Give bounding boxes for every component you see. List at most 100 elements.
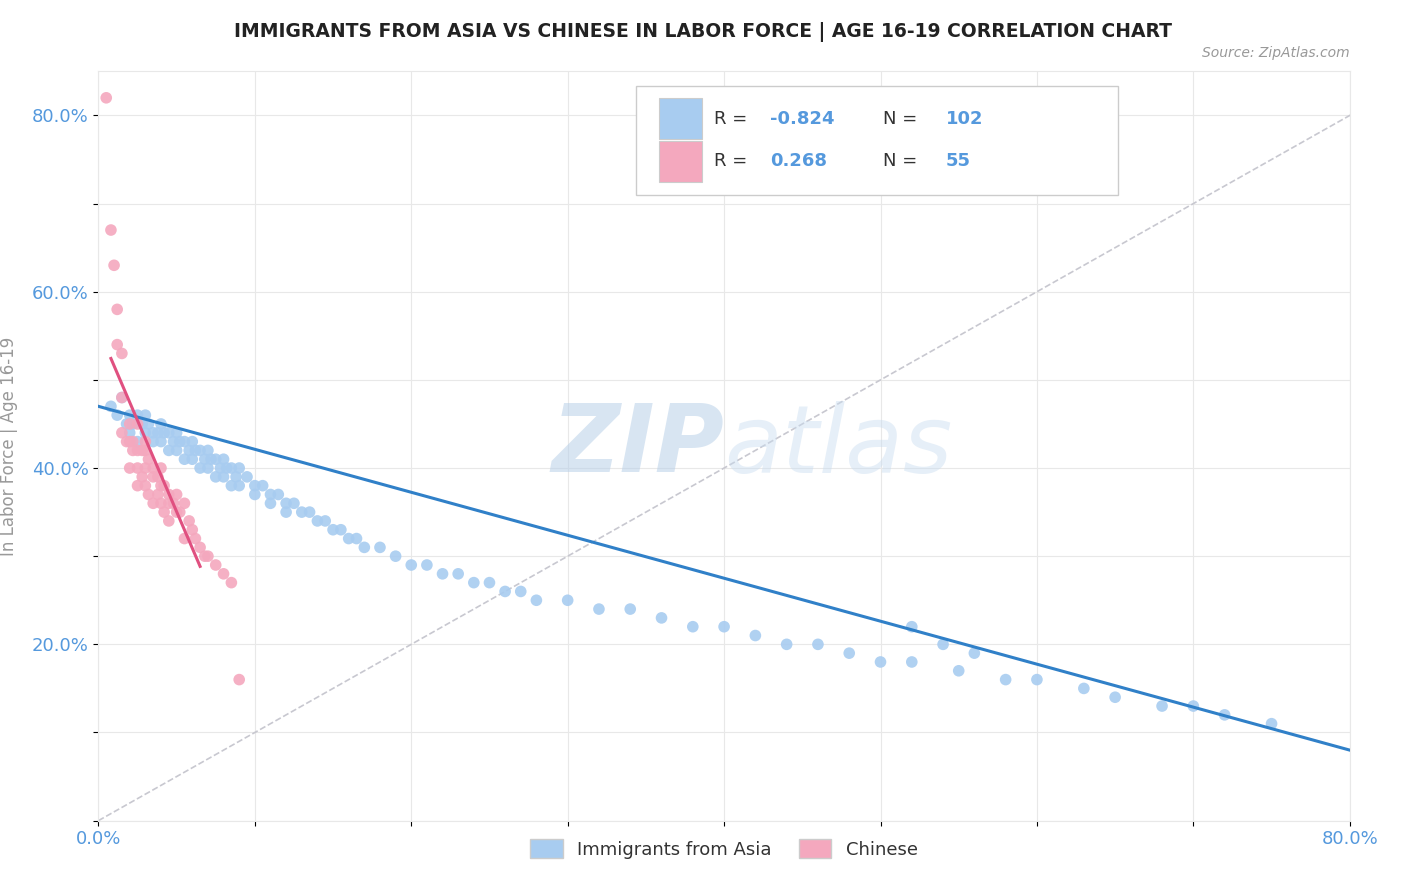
Point (588, 602, 610, 616)
Point (557, 593, 579, 607)
Point (1026, 673, 1049, 687)
Point (228, 478, 250, 492)
Point (267, 487, 290, 501)
Point (384, 549, 406, 564)
FancyBboxPatch shape (659, 141, 702, 181)
Point (204, 470, 226, 484)
Point (401, 558, 423, 572)
Point (432, 566, 454, 581)
FancyBboxPatch shape (659, 98, 702, 139)
Point (283, 496, 305, 510)
Point (197, 461, 219, 475)
Point (197, 443, 219, 458)
Point (115, 434, 138, 449)
Point (131, 417, 153, 431)
Point (153, 505, 176, 519)
Point (142, 425, 165, 440)
Point (994, 673, 1017, 687)
Point (150, 496, 173, 510)
Point (337, 532, 360, 546)
Point (225, 470, 247, 484)
Point (179, 443, 201, 458)
Text: 55: 55 (946, 153, 970, 170)
Point (96, 91, 118, 105)
Point (105, 408, 128, 422)
Point (416, 558, 439, 572)
Point (259, 496, 281, 510)
Point (127, 417, 149, 431)
Point (134, 443, 156, 458)
Point (150, 461, 173, 475)
Point (650, 611, 672, 625)
Point (134, 461, 156, 475)
Point (169, 434, 191, 449)
Point (121, 417, 143, 431)
Point (131, 470, 153, 484)
Text: ZIP: ZIP (551, 400, 724, 492)
Text: R =: R = (714, 110, 748, 128)
Point (166, 443, 188, 458)
Point (111, 391, 134, 405)
Point (105, 337, 128, 351)
Point (134, 478, 156, 492)
Point (134, 434, 156, 449)
Point (619, 602, 641, 616)
Point (118, 417, 141, 431)
Point (463, 575, 485, 590)
Point (118, 461, 141, 475)
Point (138, 452, 160, 467)
Point (1260, 716, 1282, 731)
Point (1152, 699, 1174, 714)
Text: Source: ZipAtlas.com: Source: ZipAtlas.com (1202, 46, 1350, 60)
Point (932, 637, 955, 651)
Point (138, 487, 160, 501)
Point (188, 541, 211, 555)
Text: 102: 102 (946, 110, 983, 128)
Point (346, 532, 368, 546)
Point (776, 637, 799, 651)
Point (228, 673, 250, 687)
Point (494, 584, 516, 599)
Point (146, 487, 169, 501)
Text: -0.824: -0.824 (770, 110, 835, 128)
Point (228, 461, 250, 475)
Point (121, 443, 143, 458)
Y-axis label: In Labor Force | Age 16-19: In Labor Force | Age 16-19 (0, 336, 18, 556)
Point (243, 487, 266, 501)
Text: atlas: atlas (724, 401, 952, 491)
Point (291, 505, 314, 519)
Text: IMMIGRANTS FROM ASIA VS CHINESE IN LABOR FORCE | AGE 16-19 CORRELATION CHART: IMMIGRANTS FROM ASIA VS CHINESE IN LABOR… (233, 22, 1173, 42)
Point (150, 417, 173, 431)
Point (105, 302, 128, 317)
Point (188, 461, 211, 475)
Point (118, 408, 141, 422)
Point (188, 443, 211, 458)
Point (1213, 707, 1236, 722)
Point (166, 425, 188, 440)
Point (209, 461, 232, 475)
Point (215, 461, 238, 475)
Point (162, 434, 184, 449)
Point (127, 478, 149, 492)
Legend: Immigrants from Asia, Chinese: Immigrants from Asia, Chinese (522, 830, 927, 868)
Point (236, 470, 259, 484)
Point (157, 443, 180, 458)
Text: N =: N = (883, 153, 917, 170)
Point (138, 417, 160, 431)
Point (142, 461, 165, 475)
Point (100, 400, 122, 414)
Point (900, 620, 922, 634)
Point (221, 461, 243, 475)
Point (115, 417, 138, 431)
Point (153, 425, 176, 440)
Point (838, 646, 860, 660)
Point (127, 408, 149, 422)
Point (166, 487, 188, 501)
Point (118, 434, 141, 449)
Point (142, 470, 165, 484)
Point (744, 628, 766, 642)
Point (157, 496, 180, 510)
Point (166, 505, 188, 519)
Point (963, 646, 986, 660)
Point (184, 443, 207, 458)
